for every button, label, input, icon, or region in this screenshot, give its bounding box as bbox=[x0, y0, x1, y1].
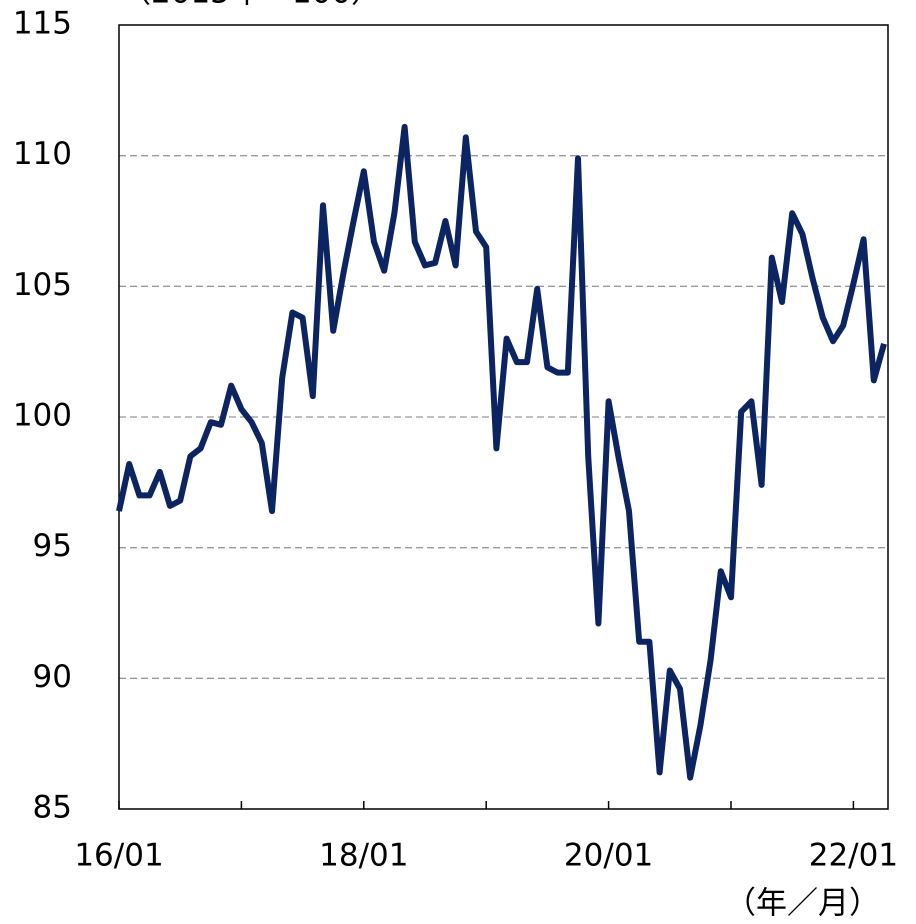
x-tick-label: 22/01 bbox=[809, 838, 898, 874]
x-tick-label: 16/01 bbox=[74, 838, 163, 874]
y-tick-label: 90 bbox=[33, 659, 72, 695]
y-tick-label: 115 bbox=[13, 6, 72, 42]
y-tick-label: 105 bbox=[13, 267, 72, 303]
x-tick-label: 18/01 bbox=[319, 838, 408, 874]
y-tick-label: 100 bbox=[13, 398, 72, 434]
x-tick-label: 20/01 bbox=[564, 838, 653, 874]
line-series bbox=[116, 123, 887, 781]
y-axis-label: （2015年＝100） bbox=[120, 0, 382, 11]
x-axis-label: （年／月） bbox=[725, 886, 880, 922]
y-tick-label: 95 bbox=[33, 528, 72, 564]
plot-frame bbox=[118, 24, 889, 810]
y-tick-label: 85 bbox=[33, 790, 72, 826]
y-tick-label: 110 bbox=[13, 136, 72, 172]
